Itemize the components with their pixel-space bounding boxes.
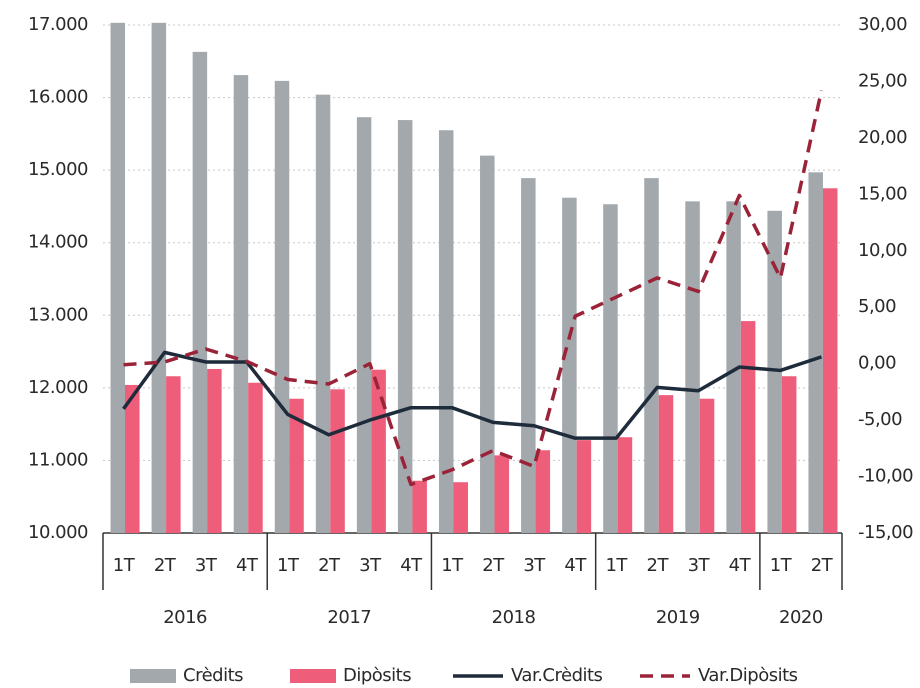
bar xyxy=(207,368,222,533)
y2-tick-label: 5,00 xyxy=(858,296,896,317)
bar xyxy=(767,210,782,534)
y-tick-label: 11.000 xyxy=(28,449,88,470)
x-tick-label: 2T xyxy=(154,555,177,576)
legend-swatch xyxy=(290,669,336,683)
bar xyxy=(822,188,838,534)
bar xyxy=(356,117,372,533)
bar xyxy=(535,450,551,533)
x-tick-label: 3T xyxy=(195,555,218,576)
bar xyxy=(166,376,181,533)
x-tick-label: 3T xyxy=(523,555,546,576)
bar xyxy=(192,51,208,533)
bar xyxy=(685,201,700,533)
bar xyxy=(371,369,386,533)
bar xyxy=(658,395,674,533)
bar xyxy=(808,172,823,533)
bar xyxy=(125,384,140,533)
y2-tick-label: 15,00 xyxy=(858,183,907,204)
bar xyxy=(726,201,741,533)
y2-tick-label: 20,00 xyxy=(858,127,907,148)
y-tick-label: 15.000 xyxy=(28,159,88,180)
bar xyxy=(562,197,577,533)
line-series xyxy=(122,350,823,440)
group-label: 2017 xyxy=(327,607,371,628)
bar xyxy=(330,389,345,533)
bar xyxy=(274,80,290,533)
x-tick-label: 4T xyxy=(400,555,423,576)
bar xyxy=(644,178,659,533)
x-tick-label: 2T xyxy=(647,555,670,576)
bar xyxy=(151,22,167,534)
y2-tick-label: -10,00 xyxy=(858,466,913,487)
legend-label: Var.Crèdits xyxy=(511,665,603,686)
y-tick-label: 16.000 xyxy=(28,87,88,108)
y-tick-label: 12.000 xyxy=(28,377,88,398)
x-tick-label: 2T xyxy=(318,555,341,576)
legend-swatch xyxy=(130,669,176,683)
bar xyxy=(521,178,536,533)
x-tick-label: 2T xyxy=(482,555,505,576)
bar xyxy=(617,437,633,533)
x-tick-label: 4T xyxy=(236,555,259,576)
bar xyxy=(315,94,331,533)
bar xyxy=(576,440,592,533)
x-tick-label: 3T xyxy=(688,555,711,576)
y-tick-label: 14.000 xyxy=(28,232,88,253)
line-series xyxy=(123,90,824,487)
legend-label: Dipòsits xyxy=(343,665,411,686)
bar xyxy=(233,75,249,534)
y2-tick-label: 25,00 xyxy=(858,70,907,91)
y-tick-label: 17.000 xyxy=(28,14,88,35)
bar xyxy=(289,398,304,533)
bar xyxy=(781,376,797,533)
x-tick-label: 1T xyxy=(441,555,464,576)
group-label: 2018 xyxy=(492,607,536,628)
y-tick-label: 10.000 xyxy=(28,522,88,543)
bar xyxy=(494,455,510,533)
x-tick-label: 1T xyxy=(277,555,300,576)
y-tick-label: 13.000 xyxy=(28,304,88,325)
bar xyxy=(453,482,468,533)
legend-label: Crèdits xyxy=(183,665,243,686)
bar xyxy=(412,480,427,533)
y2-tick-label: 30,00 xyxy=(858,14,907,35)
x-tick-label: 1T xyxy=(605,555,628,576)
x-tick-label: 4T xyxy=(729,555,752,576)
x-tick-label: 1T xyxy=(113,555,136,576)
bar xyxy=(603,204,618,533)
bar xyxy=(248,382,263,533)
y2-tick-label: -5,00 xyxy=(858,409,902,430)
legend-label: Var.Dipòsits xyxy=(698,665,798,686)
x-tick-label: 2T xyxy=(811,555,834,576)
bar xyxy=(438,130,454,533)
group-label: 2020 xyxy=(779,607,823,628)
group-label: 2019 xyxy=(656,607,700,628)
bar xyxy=(699,398,715,533)
x-tick-label: 4T xyxy=(564,555,587,576)
group-label: 2016 xyxy=(163,607,207,628)
x-tick-label: 3T xyxy=(359,555,382,576)
bar xyxy=(110,22,126,534)
x-tick-label: 1T xyxy=(770,555,793,576)
bar xyxy=(397,120,413,533)
y2-tick-label: 10,00 xyxy=(858,240,907,261)
y2-tick-label: -15,00 xyxy=(858,522,913,543)
bar xyxy=(740,321,756,533)
y2-tick-label: 0,00 xyxy=(858,353,896,374)
bar xyxy=(480,155,495,533)
